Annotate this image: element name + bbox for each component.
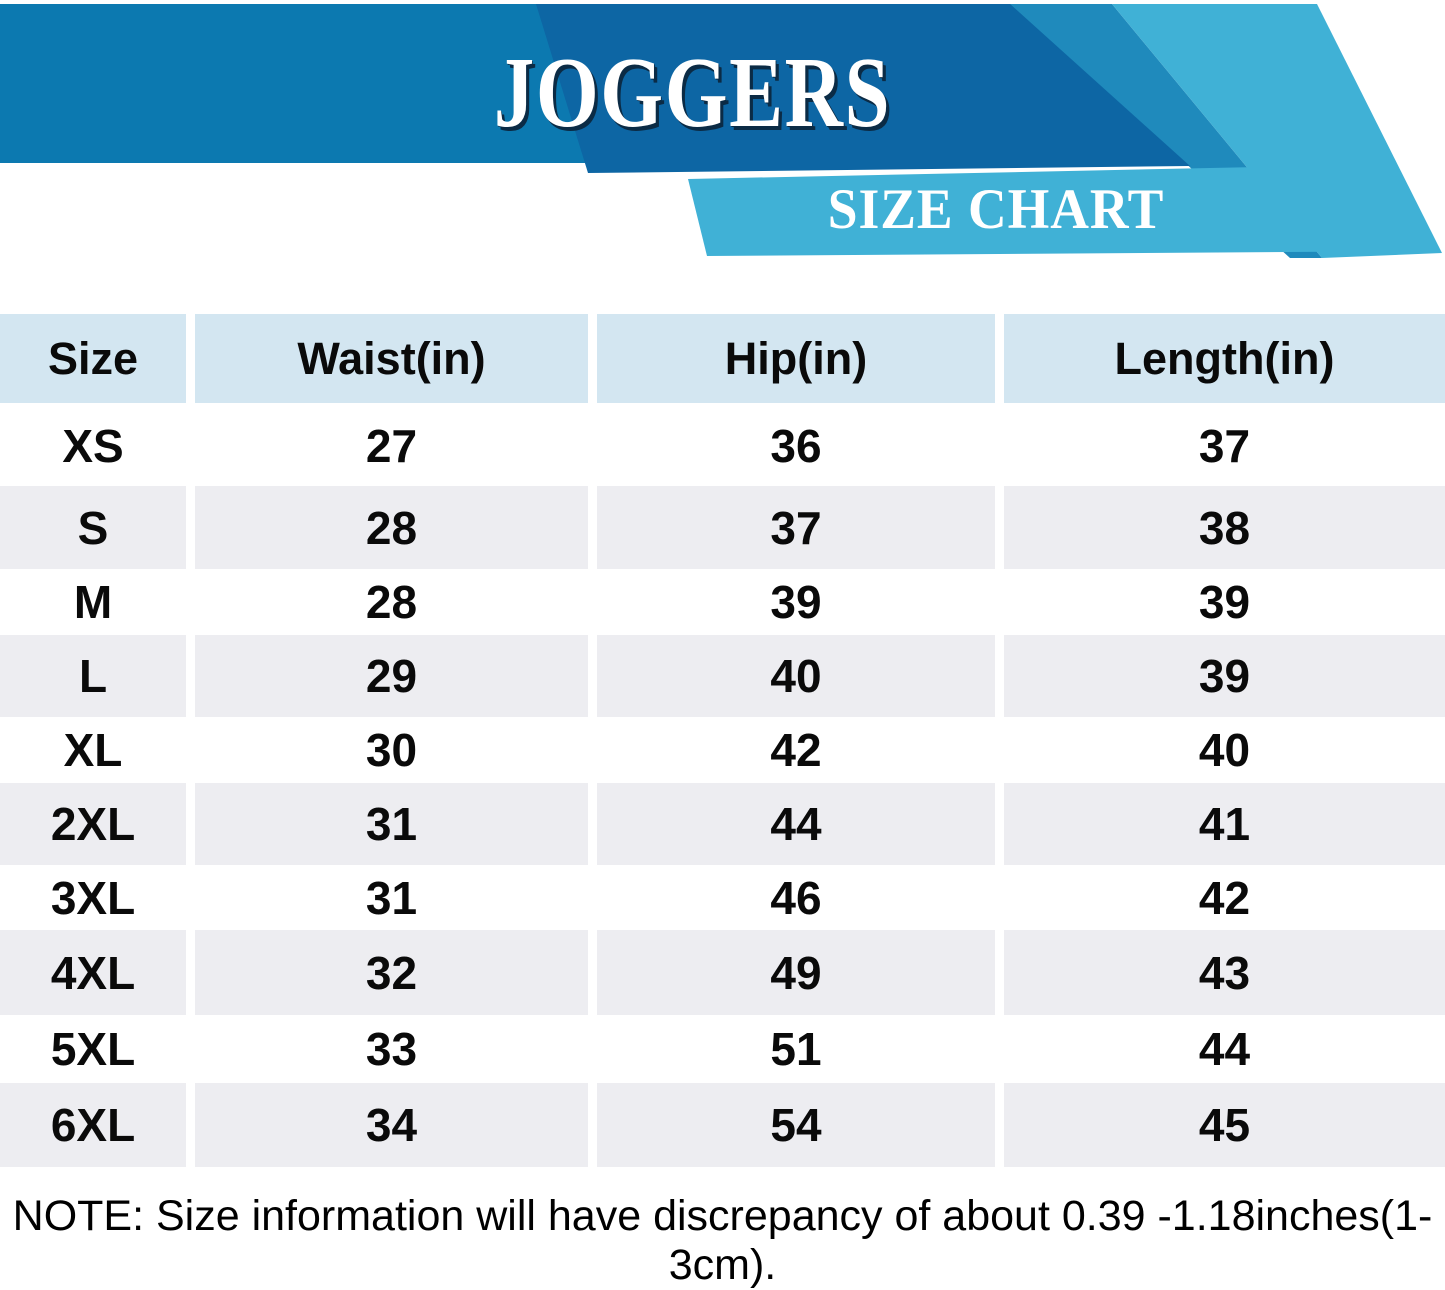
cell-length: 40	[1198, 724, 1251, 776]
table-row: M 28 39 39	[0, 569, 1445, 635]
page-subtitle: SIZE CHART	[827, 178, 1165, 241]
table-header-row: Size Waist(in) Hip(in) Length(in)	[0, 314, 1445, 403]
cell-length: 39	[1198, 576, 1251, 628]
table-row: XL 30 42 40	[0, 717, 1445, 783]
size-chart-table: Size Waist(in) Hip(in) Length(in) XS 27 36…	[0, 314, 1445, 1167]
cell-hip: 51	[770, 1023, 822, 1075]
cell-hip: 44	[597, 783, 995, 865]
cell-size: L	[0, 635, 186, 717]
table-body: XS 27 36 37 S 28 37 38 M 28 39 39 L 29 40 39 XL 30 42 40 2XL…	[0, 406, 1445, 1167]
cell-size: 3XL	[50, 871, 136, 924]
cell-size: 6XL	[0, 1083, 186, 1167]
cell-size: M	[73, 576, 113, 628]
banner-shapes	[0, 4, 1442, 258]
cell-hip: 36	[770, 420, 822, 472]
column-header-length: Length(in)	[1004, 314, 1445, 403]
table-row: 2XL 31 44 41	[0, 783, 1445, 865]
cell-hip: 40	[597, 635, 995, 717]
title-dark-shape	[536, 4, 1190, 173]
column-header-waist: Waist(in)	[195, 314, 588, 403]
cell-hip: 49	[597, 930, 995, 1015]
cell-length: 44	[1198, 1023, 1251, 1075]
cell-size: XS	[62, 420, 124, 472]
cell-length: 42	[1198, 871, 1251, 924]
column-header-hip: Hip(in)	[597, 314, 995, 403]
cell-size: 4XL	[0, 930, 186, 1015]
header-banner: JOGGERS SIZE CHART	[0, 0, 1445, 258]
cell-hip: 39	[770, 576, 822, 628]
table-row: 5XL 33 51 44	[0, 1015, 1445, 1083]
cell-waist: 33	[365, 1023, 418, 1075]
cell-length: 37	[1198, 420, 1251, 472]
size-note: NOTE: Size information will have discrep…	[12, 1192, 1433, 1289]
table-row: XS 27 36 37	[0, 406, 1445, 486]
cell-length: 39	[1004, 635, 1445, 717]
cell-hip: 46	[770, 871, 822, 924]
cell-waist: 34	[195, 1083, 588, 1167]
cell-length: 38	[1004, 486, 1445, 569]
table-row: 4XL 32 49 43	[0, 930, 1445, 1015]
page-title: JOGGERS	[493, 36, 892, 148]
right-cyan-shape	[1112, 4, 1442, 258]
cell-length: 41	[1004, 783, 1445, 865]
cell-hip: 37	[597, 486, 995, 569]
cell-hip: 54	[597, 1083, 995, 1167]
cell-hip: 42	[770, 724, 822, 776]
subtitle-cyan-shape	[688, 166, 1441, 256]
table-row: 6XL 34 54 45	[0, 1083, 1445, 1167]
cell-waist: 31	[195, 783, 588, 865]
cell-length: 45	[1004, 1083, 1445, 1167]
cell-waist: 28	[365, 576, 418, 628]
cell-waist: 27	[365, 420, 418, 472]
cell-size: 5XL	[50, 1023, 136, 1075]
cell-waist: 30	[365, 724, 418, 776]
cell-size: XL	[63, 724, 123, 776]
table-row: S 28 37 38	[0, 486, 1445, 569]
cell-waist: 28	[195, 486, 588, 569]
cell-waist: 31	[365, 871, 418, 924]
table-row: 3XL 31 46 42	[0, 865, 1445, 930]
cell-waist: 29	[195, 635, 588, 717]
column-header-size: Size	[0, 314, 186, 403]
cell-length: 43	[1004, 930, 1445, 1015]
cell-size: 2XL	[0, 783, 186, 865]
cell-size: S	[0, 486, 186, 569]
cell-waist: 32	[195, 930, 588, 1015]
table-row: L 29 40 39	[0, 635, 1445, 717]
